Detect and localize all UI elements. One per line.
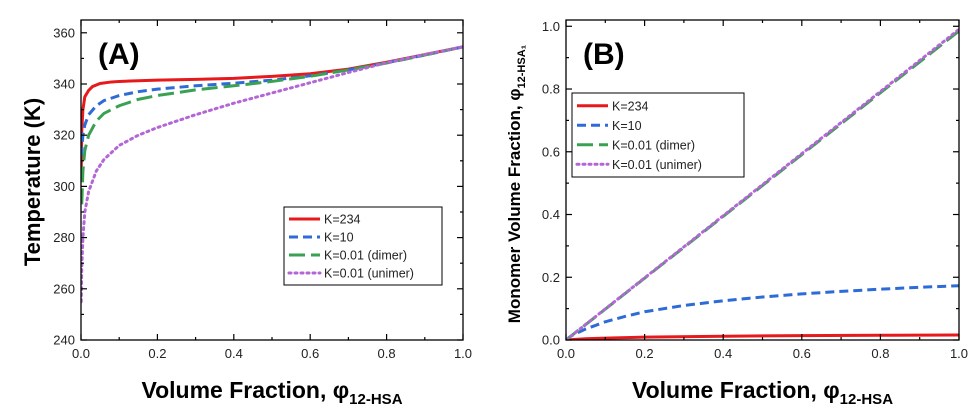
y-tick-label: 0.2 xyxy=(542,270,560,285)
x-axis-title-subscript: 12-HSA xyxy=(349,391,403,408)
y-tick-label: 320 xyxy=(53,128,75,143)
legend-label: K=0.01 (unimer) xyxy=(324,267,414,281)
y-tick-label: 360 xyxy=(53,25,75,40)
y-axis-title-main: Monomer Volume Fraction, φ xyxy=(505,88,524,323)
y-tick-label: 240 xyxy=(53,333,75,348)
y-tick-label: 0.0 xyxy=(542,333,560,348)
x-tick-label: 0.6 xyxy=(793,346,811,361)
x-tick-label: 1.0 xyxy=(950,346,968,361)
y-tick-label: 0.8 xyxy=(542,82,560,97)
x-tick-label: 0.2 xyxy=(148,346,166,361)
x-tick-label: 1.0 xyxy=(454,346,472,361)
legend-label: K=0.01 (dimer) xyxy=(612,138,695,152)
series-line-3 xyxy=(566,29,959,340)
x-axis-title-main: Volume Fraction, φ xyxy=(632,377,840,403)
y-axis-title-subscript: 12-HSA₁ xyxy=(516,44,528,88)
series-group xyxy=(566,27,959,340)
x-axis-title: Volume Fraction, φ12-HSA xyxy=(632,377,893,408)
panel-label: (B) xyxy=(583,38,625,71)
y-tick-label: 0.6 xyxy=(542,144,560,159)
x-tick-label: 0.4 xyxy=(714,346,732,361)
x-axis-title-subscript: 12-HSA xyxy=(840,391,894,408)
x-tick-label: 0.4 xyxy=(225,346,243,361)
y-tick-label: 300 xyxy=(53,179,75,194)
x-tick-label: 0.6 xyxy=(301,346,319,361)
legend-label: K=234 xyxy=(324,213,361,227)
legend-label: K=10 xyxy=(612,119,642,133)
y-tick-label: 1.0 xyxy=(542,19,560,34)
legend-label: K=0.01 (dimer) xyxy=(324,249,407,263)
x-tick-label: 0.8 xyxy=(871,346,889,361)
legend: K=234 K=10 K=0.01 (dimer) K=0.01 (unimer) xyxy=(571,92,745,178)
panel-label: (A) xyxy=(98,38,140,71)
panel-b: 0.0 0.2 0.4 0.6 0.8 1.0 0.0 0.2 0.4 0.6 0.8 1.0 (B) V… xyxy=(505,19,968,408)
x-tick-label: 0.0 xyxy=(72,346,90,361)
x-tick-label: 0.0 xyxy=(557,346,575,361)
y-tick-label: 280 xyxy=(53,230,75,245)
y-tick-label: 0.4 xyxy=(542,207,560,222)
legend-label: K=10 xyxy=(324,231,354,245)
series-line-4 xyxy=(81,45,463,304)
x-tick-label: 0.2 xyxy=(636,346,654,361)
x-axis-title: Volume Fraction, φ12-HSA xyxy=(141,377,402,408)
panel-a: 0.0 0.2 0.4 0.6 0.8 1.0 240 260 280 300 320 340 360 (… xyxy=(20,19,472,408)
series-line-1 xyxy=(566,333,959,340)
series-line-3 xyxy=(81,45,463,205)
y-tick-label: 260 xyxy=(53,281,75,296)
legend-label: K=0.01 (unimer) xyxy=(612,158,702,172)
series-line-4 xyxy=(566,27,959,340)
series-group xyxy=(81,45,463,304)
legend-label: K=234 xyxy=(612,99,649,113)
y-axis-title: Monomer Volume Fraction, φ12-HSA₁ xyxy=(505,44,528,323)
y-axis-title: Temperature (K) xyxy=(20,98,45,266)
y-tick-label: 340 xyxy=(53,77,75,92)
x-axis-title-main: Volume Fraction, φ xyxy=(141,377,349,403)
legend: K=234 K=10 K=0.01 (dimer) K=0.01 (unimer) xyxy=(283,206,443,286)
x-tick-label: 0.8 xyxy=(378,346,396,361)
